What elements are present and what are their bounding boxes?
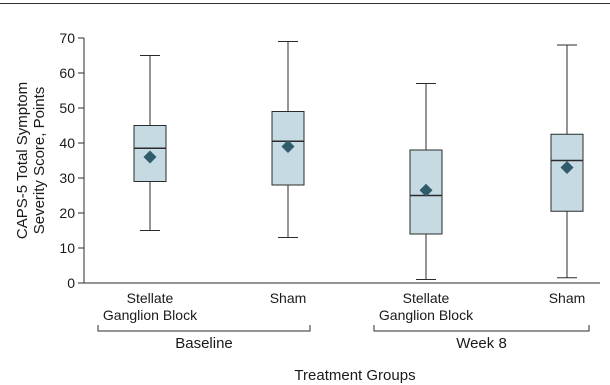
- y-tick-label: 10: [59, 240, 75, 256]
- y-tick-label: 30: [59, 170, 75, 186]
- mean-marker: [281, 140, 295, 153]
- y-axis-title-line: CAPS-5 Total Symptom: [14, 82, 31, 239]
- mean-marker: [419, 183, 433, 197]
- x-axis: Stellate Ganglion BlockShamBaselineStella…: [97, 290, 590, 352]
- group-label: Week 8: [456, 335, 507, 352]
- category-label-line: Stellate: [127, 290, 174, 306]
- category-label-line: Sham: [270, 290, 307, 306]
- y-tick-label: 70: [59, 30, 75, 46]
- mean-marker: [560, 161, 574, 174]
- y-tick-label: 0: [67, 275, 75, 291]
- box-plot: [133, 55, 167, 231]
- category-label: Stellate Ganglion Block: [379, 290, 474, 323]
- category-label: Sham: [270, 290, 307, 306]
- box-plot: [271, 41, 305, 238]
- y-tick-label: 20: [59, 205, 75, 221]
- x-axis-title: Treatment Groups: [294, 367, 415, 384]
- y-tick-label: 60: [59, 65, 75, 81]
- mean-marker: [143, 150, 157, 164]
- y-axis-title: CAPS-5 Total SymptomSeverity Score, Poin…: [14, 82, 48, 239]
- category-label: Sham: [549, 290, 586, 306]
- category-label-line: Stellate: [403, 290, 450, 306]
- category-label: Stellate Ganglion Block: [103, 290, 198, 323]
- box-plot: [409, 83, 443, 280]
- y-axis-title-line: Severity Score, Points: [31, 87, 48, 235]
- y-axis: 0 10 20 30 40 50 60 70: [59, 30, 600, 291]
- category-label-line: Ganglion Block: [379, 307, 474, 323]
- boxes: [133, 41, 584, 280]
- category-label-line: Ganglion Block: [103, 307, 198, 323]
- group-bracket: [373, 325, 590, 332]
- group-label: Baseline: [175, 335, 233, 352]
- box-plot: [550, 44, 584, 279]
- category-label-line: Sham: [549, 290, 586, 306]
- y-tick-label: 40: [59, 135, 75, 151]
- group-bracket: [97, 325, 311, 332]
- y-tick-label: 50: [59, 100, 75, 116]
